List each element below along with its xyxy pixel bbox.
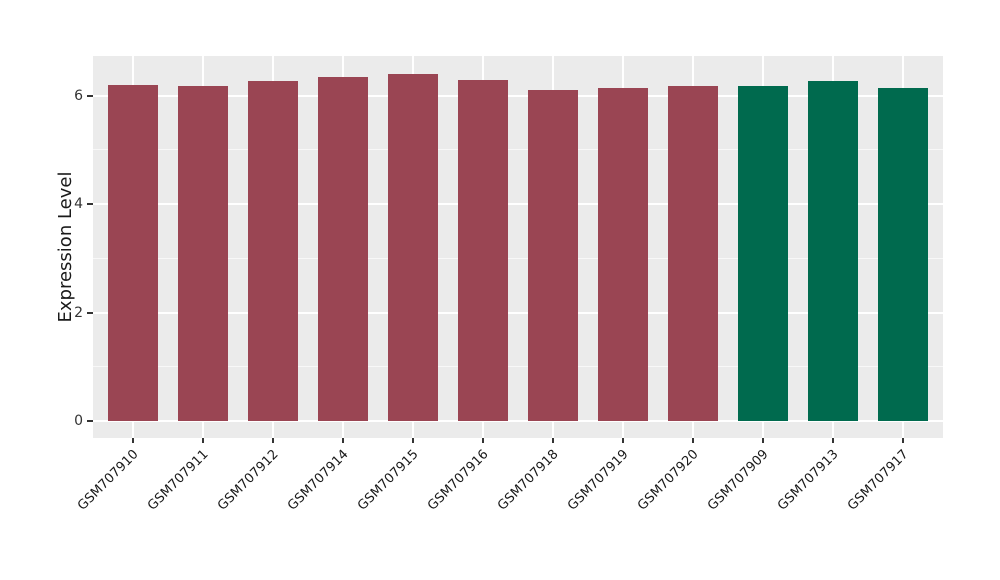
x-tick-mark <box>902 438 905 443</box>
y-tick-label: 0 <box>74 413 83 429</box>
bar-GSM707909 <box>738 85 789 421</box>
bar-GSM707915 <box>388 73 439 421</box>
gridline-major <box>93 203 943 205</box>
bar-GSM707912 <box>248 80 299 421</box>
gridline-major <box>93 94 943 97</box>
y-tick-label: 2 <box>74 304 83 321</box>
gridline-minor <box>93 149 943 151</box>
bar-GSM707914 <box>318 77 369 421</box>
x-tick-mark <box>342 438 345 443</box>
bar-GSM707910 <box>108 84 159 421</box>
gridline-minor <box>93 366 943 368</box>
y-tick-mark <box>87 420 93 422</box>
gridline-major <box>93 311 943 314</box>
bar-GSM707918 <box>528 89 579 421</box>
x-tick-mark <box>132 438 135 443</box>
y-tick-mark <box>87 311 93 314</box>
x-tick-mark <box>272 438 275 443</box>
x-tick-mark <box>412 438 415 443</box>
bar-GSM707911 <box>178 85 229 421</box>
x-tick-mark <box>202 438 205 443</box>
y-tick-label: 6 <box>74 87 83 104</box>
x-tick-label-GSM707910: GSM707910 <box>75 447 142 514</box>
bar-GSM707913 <box>808 81 859 421</box>
y-tick-mark <box>87 94 93 97</box>
gridline-major <box>93 420 943 422</box>
x-tick-mark <box>692 438 695 443</box>
bar-GSM707917 <box>878 87 929 421</box>
plot-panel <box>93 56 943 438</box>
bar-GSM707919 <box>598 87 649 421</box>
y-tick-mark <box>87 203 93 205</box>
gridline-minor <box>93 257 943 259</box>
bar-GSM707916 <box>458 79 509 421</box>
x-tick-mark <box>622 438 625 443</box>
y-axis-title: Expression Level <box>55 171 76 323</box>
y-tick-label: 4 <box>74 196 83 212</box>
x-tick-mark <box>552 438 555 443</box>
x-tick-mark <box>762 438 765 443</box>
x-tick-mark <box>482 438 485 443</box>
bar-GSM707920 <box>668 85 719 421</box>
x-tick-mark <box>832 438 835 443</box>
